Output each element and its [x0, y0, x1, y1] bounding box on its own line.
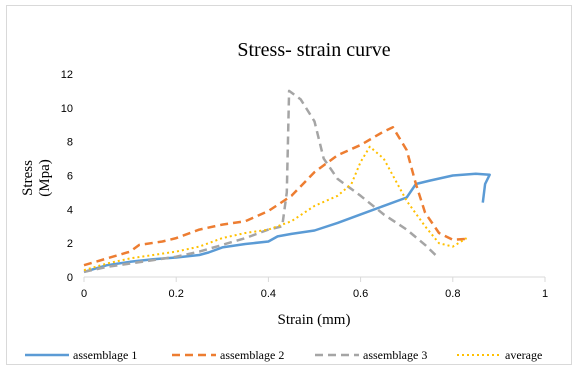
chart-title: Stress- strain curve: [237, 39, 390, 61]
y-tick-label: 2: [67, 238, 73, 250]
series-line-assemblage-3: [83, 89, 440, 274]
y-tick-label: 0: [67, 272, 73, 284]
x-tick-label: 0: [81, 288, 87, 300]
legend: assemblage 1 assemblage 2 assemblage 3 aver…: [25, 348, 542, 362]
x-tick-label: 0.8: [445, 288, 460, 300]
x-tick-label: 0.2: [169, 288, 184, 300]
y-tick-label: 8: [67, 137, 73, 149]
stress-strain-chart: Stress- strain curve 0 0.2 0.4 0.6 0.8 102468…: [20, 39, 548, 362]
x-tick-label: 0.6: [353, 288, 368, 300]
y-axis-label-line-1: Stress: [20, 160, 36, 196]
y-axis-label: Stress (Mpa): [20, 159, 53, 197]
x-tick-label: 1: [542, 288, 548, 300]
y-tick-label: 6: [67, 171, 73, 183]
x-axis-label: Strain (mm): [278, 312, 351, 328]
x-tick-label: 0.4: [261, 288, 276, 300]
legend-label-assemblage-1: assemblage 1: [73, 348, 137, 362]
chart-frame: Stress- strain curve 0 0.2 0.4 0.6 0.8 1 0 2 4 6 8…: [6, 5, 572, 365]
series-line-assemblage-2: [83, 126, 467, 267]
y-tick-label: 12: [61, 69, 73, 81]
y-tick-label: 4: [67, 204, 73, 216]
y-tick-label: 10: [61, 103, 73, 115]
legend-label-assemblage-3: assemblage 3: [363, 348, 427, 362]
series-line-average: [83, 145, 468, 272]
y-axis-label-line-2: (Mpa): [37, 159, 53, 197]
series-line-assemblage-1: [83, 172, 491, 274]
legend-label-average: average: [505, 348, 542, 362]
legend-label-assemblage-2: assemblage 2: [220, 348, 284, 362]
